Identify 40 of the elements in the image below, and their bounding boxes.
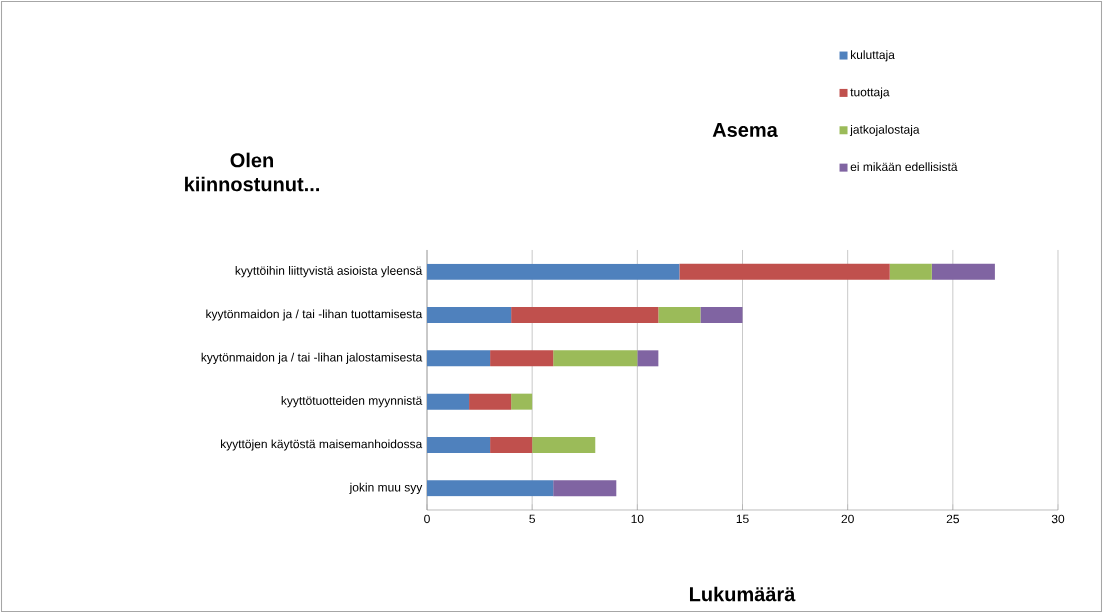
bar (427, 306, 512, 323)
bar (511, 393, 533, 410)
x-tick-label: 30 (1051, 514, 1065, 524)
y-tick-label: kyytönmaidon ja / tai -lihan jalostamisesta (201, 352, 423, 364)
bar (931, 263, 995, 280)
bar (553, 480, 617, 497)
legend-label: ei mikään edellisistä (850, 162, 958, 172)
bar (427, 480, 554, 497)
legend-label: tuottaja (850, 87, 890, 99)
x-axis-title: Lukumäärä (689, 586, 796, 602)
bar (511, 306, 659, 323)
bar (427, 436, 491, 453)
legend-title: Asema (712, 123, 778, 137)
x-tick-label: 25 (946, 514, 959, 524)
bar (427, 263, 680, 280)
bar (490, 350, 554, 367)
bar (889, 263, 932, 280)
bar (679, 263, 890, 280)
y-tick-label: kyyttöihin liittyvistä asioista yleensä (235, 266, 423, 278)
x-tick-label: 20 (841, 514, 854, 524)
bar (658, 306, 701, 323)
x-tick-label: 15 (736, 514, 749, 524)
x-tick-label: 10 (631, 514, 644, 524)
bar (637, 350, 659, 367)
bar (700, 306, 743, 323)
x-tick-label: 0 (424, 514, 430, 524)
bar (427, 350, 491, 367)
bar (469, 393, 512, 410)
legend-label: kuluttaja (851, 50, 895, 62)
y-tick-label: jokin muu syy (349, 482, 423, 494)
legend-label: jatkojalostaja (849, 124, 920, 137)
bar (553, 350, 638, 367)
y-tick-label: kyyttötuotteiden myynnistä (281, 396, 423, 408)
y-tick-label: kyyttöjen käytöstä maisemanhoidossa (221, 439, 423, 451)
bar (427, 393, 470, 410)
bar (532, 436, 596, 453)
bar (490, 436, 533, 453)
y-tick-label: kyytönmaidon ja / tai -lihan tuottamisesta (206, 309, 423, 321)
y-axis-title: Olen kiinnostunut... (185, 152, 319, 192)
x-tick-label: 5 (529, 514, 535, 524)
